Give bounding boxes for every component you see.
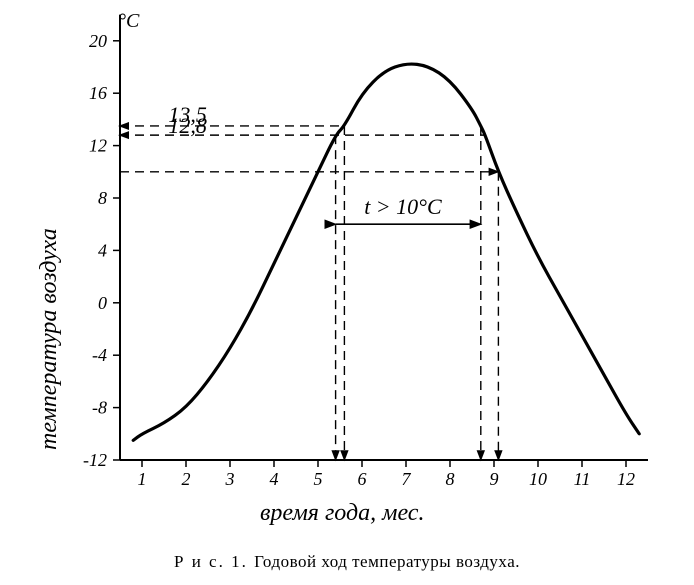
x-tick-label: 3 <box>225 469 235 489</box>
y-tick-label: 20 <box>89 31 107 51</box>
x-tick-label: 12 <box>617 469 635 489</box>
y-tick-label: 4 <box>98 240 107 260</box>
y-tick-label: 16 <box>89 83 107 103</box>
x-tick-label: 10 <box>529 469 547 489</box>
y-tick-label: -4 <box>92 345 107 365</box>
y-tick-label: -12 <box>83 450 107 470</box>
figure-caption: Р и с. 1. Годовой ход температуры воздух… <box>0 552 694 572</box>
y-tick-label: 8 <box>98 188 107 208</box>
y-tick-label: 0 <box>98 293 107 313</box>
x-tick-label: 6 <box>358 469 367 489</box>
x-tick-label: 4 <box>270 469 279 489</box>
x-tick-label: 1 <box>138 469 147 489</box>
x-tick-label: 2 <box>182 469 191 489</box>
annot-12-8: 12,8 <box>168 113 207 139</box>
y-tick-label: 12 <box>89 136 107 156</box>
x-tick-label: 8 <box>446 469 455 489</box>
y-tick-label: -8 <box>92 398 107 418</box>
x-tick-label: 11 <box>574 469 591 489</box>
x-tick-label: 5 <box>314 469 323 489</box>
y-axis-unit: °C <box>118 10 139 33</box>
x-tick-label: 9 <box>490 469 499 489</box>
x-tick-label: 7 <box>402 469 412 489</box>
y-axis-label: температура воздуха <box>36 228 63 450</box>
annot-t-gt-10: t > 10°C <box>364 194 441 220</box>
caption-prefix: Р и с. 1. <box>174 552 254 571</box>
x-axis-label: время года, мес. <box>260 500 424 527</box>
temperature-curve <box>133 64 639 440</box>
caption-text: Годовой ход температуры воздуха. <box>254 552 520 571</box>
